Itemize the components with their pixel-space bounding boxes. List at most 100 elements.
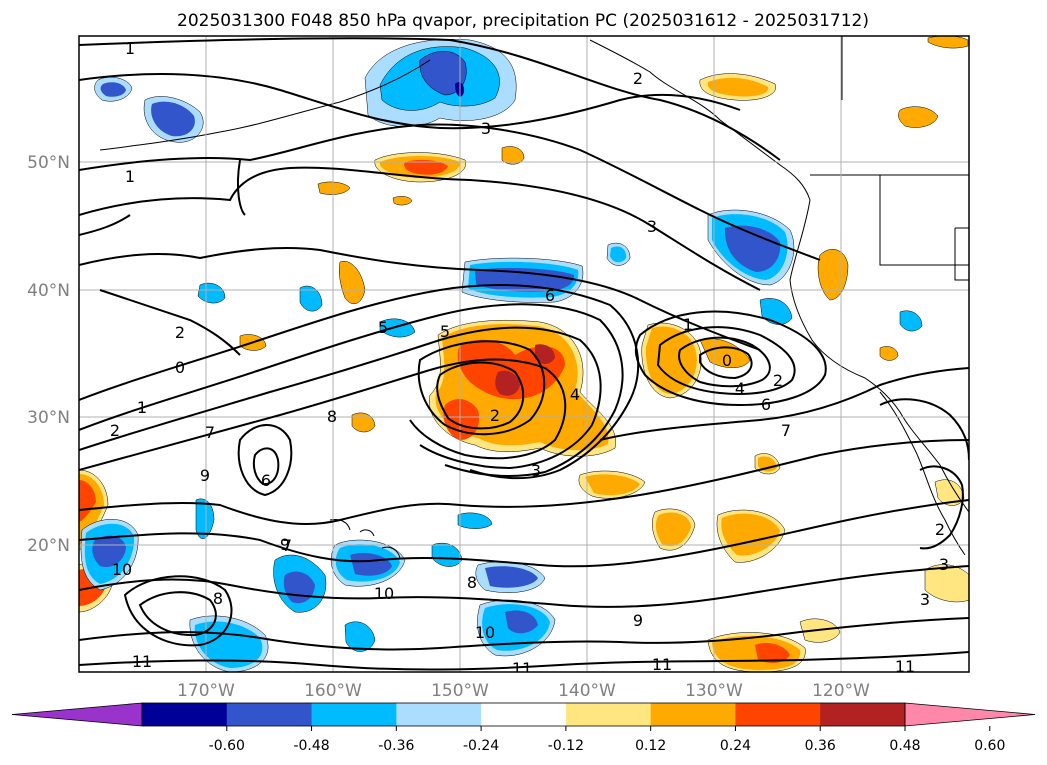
coastline-aleutians [99,59,431,151]
lon-label-120w: 120°W [812,681,870,701]
latitude-labels: 50°N 40°N 30°N 20°N [27,153,70,556]
contour-line [79,499,969,568]
shade-blob [350,553,392,576]
shade-blob [317,181,351,195]
contour-label: 5 [378,318,388,337]
shade-blob [707,77,769,97]
contour-line [79,358,567,471]
shade-blob [92,535,126,568]
lon-label-140w: 140°W [558,681,616,701]
contour-line [678,336,771,388]
shade-blob [585,474,640,496]
shade-blob [655,512,691,547]
contour-label: 11 [652,655,672,674]
contour-line [79,123,821,261]
border-state [841,36,969,281]
colorbar-ticks [226,726,991,731]
shade-blob [392,196,413,206]
contour-label: 1 [125,39,135,58]
colorbar-swatch [565,703,652,726]
contour-label: 7 [781,421,791,440]
contour-label: 2 [110,421,120,440]
colorbar-swatch [226,703,313,726]
contour-label: 1 [137,398,147,417]
contour-label: 7 [282,536,292,555]
contour-labels: 1 2 3 1 2 3 1 2 3 4 5 6 7 8 9 10 11 0 4 … [110,39,949,678]
colorbar-tick-label: 0.24 [720,738,751,754]
contour-label: 11 [512,659,532,678]
colorbar-extend-high [904,702,1036,727]
contour-line [79,284,640,480]
contour-line [656,326,796,395]
contour-line [79,326,602,470]
coastline-baja [879,391,966,556]
contour-line [79,166,761,291]
contour-line [79,37,781,161]
contour-line [252,447,280,486]
contour-label: 6 [545,286,555,305]
contour-label: 10 [374,584,394,603]
map-panel: 1 2 3 1 2 3 1 2 3 4 5 6 7 8 9 10 11 0 4 … [27,35,970,701]
contour-label: 4 [735,379,745,398]
shade-blob [535,344,555,364]
colorbar-tick-label: 0.60 [974,738,1005,754]
contour-line [236,159,246,216]
colorbar-swatch [311,703,397,726]
contour-line [79,565,969,608]
shade-blob [443,398,480,440]
shade-blob [457,512,493,529]
contour-line [138,591,217,637]
contour-label: 4 [570,385,580,404]
contour-label: 9 [200,466,210,485]
contour-label: 3 [647,217,657,236]
colorbar: -0.60 -0.48 -0.36 -0.24 -0.12 0.12 0.24 0.36 0.4… [11,702,1036,754]
contour-line [599,367,969,441]
contour-label: 10 [112,560,132,579]
colorbar-tick-label: 0.48 [889,738,920,754]
contour-line [919,465,964,550]
contour-label: 0 [722,351,732,370]
contour-label: 8 [327,407,337,426]
contour-label: 0 [175,358,185,377]
contour-line [79,439,969,525]
contour-label: 8 [467,573,477,592]
longitude-labels: 170°W 160°W 150°W 140°W 130°W 120°W [177,681,870,701]
colorbar-swatch [650,703,736,726]
map-frame [78,35,970,673]
shade-blob [501,146,525,165]
shade-blob [927,36,969,49]
shade-blob [759,298,793,325]
contour-line [99,289,241,356]
shade-blob [404,159,448,175]
shade-blob [699,338,751,368]
shade-blob [755,643,790,663]
contour-line [79,651,969,671]
colorbar-swatch [735,703,821,726]
colorbar-swatches [11,702,1036,727]
contour-label: 3 [920,590,930,609]
colorbar-extend-low [11,702,143,727]
contour-label: 8 [213,589,223,608]
contour-label: 2 [490,406,500,425]
shade-blob [338,260,366,305]
coastline-alaska [589,39,811,201]
shade-blob [485,566,538,588]
shade-blob [299,285,323,312]
coastline-westcoast [789,199,969,513]
contour-label: 3 [939,555,949,574]
colorbar-tick-label: 0.12 [635,738,666,754]
contour-label: 9 [633,611,643,630]
contour-label: 1 [125,167,135,186]
contour-label: 2 [773,371,783,390]
shade-blob [195,498,215,539]
colorbar-tick-label: 0.36 [805,738,836,754]
contour-line [79,73,741,130]
colorbar-tick-labels: -0.60 -0.48 -0.36 -0.24 -0.12 0.12 0.24 0.36 0.4… [209,738,1006,754]
shade-blob [197,282,226,304]
contour-label: 11 [132,652,152,671]
shade-blob [351,412,376,433]
lat-label-50n: 50°N [27,153,70,173]
contour-line [123,575,233,647]
contour-label: 7 [205,423,215,442]
